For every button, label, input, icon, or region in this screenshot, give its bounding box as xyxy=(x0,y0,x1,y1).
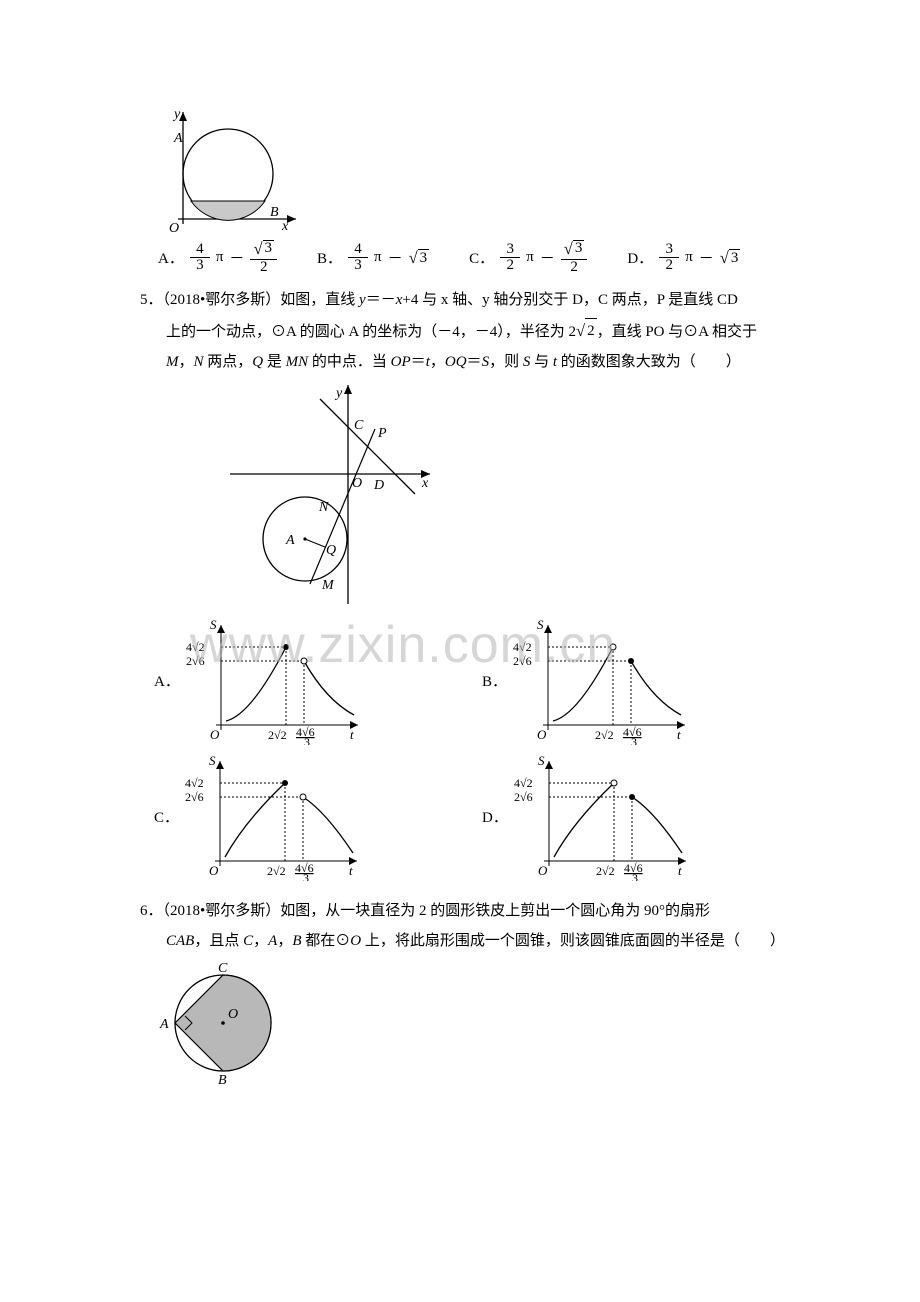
svg-text:O: O xyxy=(210,727,220,742)
pi: π xyxy=(216,249,224,266)
svg-text:3: 3 xyxy=(303,871,309,881)
svg-text:O: O xyxy=(169,221,179,234)
q5-choice-a: A． S t O 4√2 2√6 2√2 xyxy=(154,615,472,745)
svg-text:S: S xyxy=(538,753,545,768)
svg-text:O: O xyxy=(537,727,547,742)
svg-text:O: O xyxy=(209,863,219,878)
q4-opt-c: C． 32 π － √32 xyxy=(469,240,587,276)
svg-text:2√2: 2√2 xyxy=(268,728,287,742)
svg-text:C: C xyxy=(354,418,364,433)
svg-text:O: O xyxy=(538,863,548,878)
q6-line1: 6．（2018•鄂尔多斯）如图，从一块直径为 2 的圆形铁皮上剪出一个圆心角为 … xyxy=(140,899,800,925)
q4-opt-b: B． 43 π － √3 xyxy=(317,242,429,275)
q5-line2: 上的一个动点，⊙A 的圆心 A 的坐标为（－4，－4），半径为 2√2，直线 P… xyxy=(140,317,800,346)
svg-text:N: N xyxy=(318,500,329,515)
svg-text:3: 3 xyxy=(632,871,638,881)
q5-choices: A． S t O 4√2 2√6 2√2 xyxy=(154,615,800,881)
svg-text:4√2: 4√2 xyxy=(185,776,204,790)
q5-choice-c-svg: S t O 4√2 2√6 2√2 4√6 3 xyxy=(185,751,365,881)
svg-text:x: x xyxy=(281,219,289,234)
q4-opt-d: D． 32 π － √3 xyxy=(627,242,740,275)
q5-line1: 5．（2018•鄂尔多斯）如图，直线 y＝－x+4 与 x 轴、y 轴分别交于 … xyxy=(140,288,800,314)
svg-text:S: S xyxy=(209,753,216,768)
svg-text:C: C xyxy=(218,961,228,976)
svg-text:P: P xyxy=(377,426,387,441)
svg-text:2√6: 2√6 xyxy=(186,654,205,668)
svg-text:2√2: 2√2 xyxy=(595,728,614,742)
svg-text:Q: Q xyxy=(326,543,336,558)
svg-text:O: O xyxy=(352,476,362,491)
svg-text:2√2: 2√2 xyxy=(267,864,286,878)
svg-text:y: y xyxy=(334,386,343,401)
q4-answers: A． 43 π － √32 B． 43 π － √3 C． 32 π － √32… xyxy=(158,240,800,276)
q4-svg: y A O B x xyxy=(158,104,303,234)
svg-text:2√6: 2√6 xyxy=(514,790,533,804)
svg-text:S: S xyxy=(210,617,217,632)
svg-text:A: A xyxy=(159,1017,169,1032)
svg-text:3: 3 xyxy=(631,735,637,745)
svg-text:S: S xyxy=(537,617,544,632)
q4-opt-a: A． 43 π － √32 xyxy=(158,240,277,276)
q5-choice-a-svg: S t O 4√2 2√6 2√2 4√6 3 xyxy=(186,615,366,745)
svg-text:y: y xyxy=(172,107,181,122)
q5-choice-d-svg: S t O 4√2 2√6 2√2 4√6 3 xyxy=(514,751,694,881)
svg-text:t: t xyxy=(350,727,354,742)
q4-figure: y A O B x xyxy=(158,104,800,234)
svg-text:t: t xyxy=(677,727,681,742)
q6-figure: C A O B xyxy=(158,958,800,1088)
svg-text:4√2: 4√2 xyxy=(186,640,205,654)
svg-text:A: A xyxy=(285,533,295,548)
svg-text:2√6: 2√6 xyxy=(513,654,532,668)
svg-text:B: B xyxy=(270,205,279,220)
q5-figure: C P D x y O N A Q M xyxy=(230,379,800,609)
q4-a-label: A． xyxy=(158,247,184,268)
svg-text:3: 3 xyxy=(304,735,310,745)
q5-choice-b: B． S t O 4√2 2√6 2√2 4√6 3 xyxy=(482,615,800,745)
svg-text:4√2: 4√2 xyxy=(514,776,533,790)
svg-text:t: t xyxy=(349,863,353,878)
svg-text:2√6: 2√6 xyxy=(185,790,204,804)
svg-text:t: t xyxy=(678,863,682,878)
q5-choice-b-svg: S t O 4√2 2√6 2√2 4√6 3 xyxy=(513,615,693,745)
q5-line3: M，N 两点，Q 是 MN 的中点．当 OP＝t，OQ＝S，则 S 与 t 的函… xyxy=(140,350,800,376)
svg-text:M: M xyxy=(321,578,335,593)
svg-text:B: B xyxy=(218,1073,227,1088)
q5-choice-c: C． S t O 4√2 2√6 2√2 4√6 3 xyxy=(154,751,472,881)
svg-text:O: O xyxy=(228,1007,238,1022)
svg-text:2√2: 2√2 xyxy=(596,864,615,878)
svg-text:D: D xyxy=(373,478,384,493)
q5-choice-d: D． S t O 4√2 2√6 2√2 4√6 3 xyxy=(482,751,800,881)
svg-text:A: A xyxy=(173,131,183,146)
q5-svg: C P D x y O N A Q M xyxy=(230,379,440,609)
q6-svg: C A O B xyxy=(158,958,288,1088)
svg-text:4√2: 4√2 xyxy=(513,640,532,654)
svg-text:x: x xyxy=(421,476,429,491)
q6-line2: CAB，且点 C，A，B 都在⊙O 上，将此扇形围成一个圆锥，则该圆锥底面圆的半… xyxy=(140,929,800,955)
